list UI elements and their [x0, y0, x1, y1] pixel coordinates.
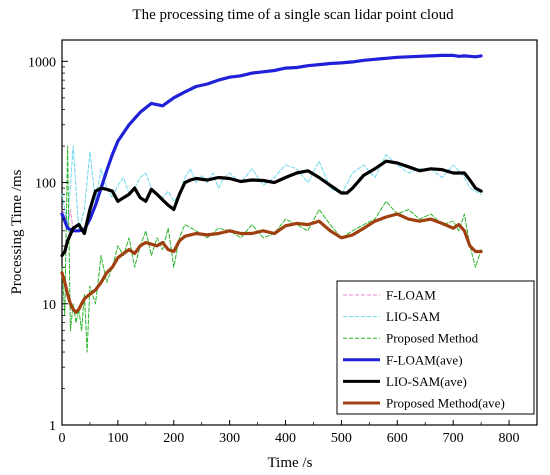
series-line-proposed-method-ave [60, 212, 483, 314]
x-tick-label: 400 [275, 431, 296, 446]
legend-label: F-LOAM(ave) [386, 352, 463, 367]
y-tick-label: 10 [42, 298, 56, 313]
legend-label: F-LOAM [386, 288, 436, 303]
series-layer [60, 53, 483, 353]
legend: F-LOAM LIO-SAM Proposed Method F-LOAM(ave) L… [336, 280, 535, 415]
series-line-f-loam-ave [60, 53, 483, 233]
series-line-lio-sam-ave [60, 159, 483, 258]
x-tick-label: 100 [107, 431, 128, 446]
x-tick-label: 300 [219, 431, 240, 446]
x-axis-label: Time /s [268, 455, 313, 471]
ticks-layer: 0 100 200 300 400 500 600 700 800 1 10 100 1000 [28, 55, 520, 446]
x-tick-label: 600 [387, 431, 408, 446]
y-tick-label: 1000 [28, 55, 56, 70]
legend-entries: F-LOAM LIO-SAM Proposed Method F-LOAM(ave) L… [343, 288, 505, 411]
y-axis-label: Processing Time /ms [9, 169, 25, 294]
y-tick-label: 1 [49, 419, 56, 434]
legend-box [336, 280, 535, 415]
legend-label: Proposed Method [386, 331, 479, 346]
x-tick-label: 800 [499, 431, 520, 446]
y-tick-label: 100 [35, 177, 56, 192]
x-tick-label: 700 [443, 431, 464, 446]
legend-label: LIO-SAM [386, 309, 441, 324]
chart-title: The processing time of a single scan lid… [132, 7, 454, 23]
plot-area [61, 39, 538, 426]
x-tick-label: 0 [59, 431, 66, 446]
x-tick-label: 500 [331, 431, 352, 446]
legend-label: LIO-SAM(ave) [386, 374, 467, 389]
x-tick-label: 200 [163, 431, 184, 446]
series-line-lio-sam [61, 145, 482, 232]
legend-label: Proposed Method(ave) [386, 396, 505, 411]
series-line-proposed-method [61, 145, 482, 353]
